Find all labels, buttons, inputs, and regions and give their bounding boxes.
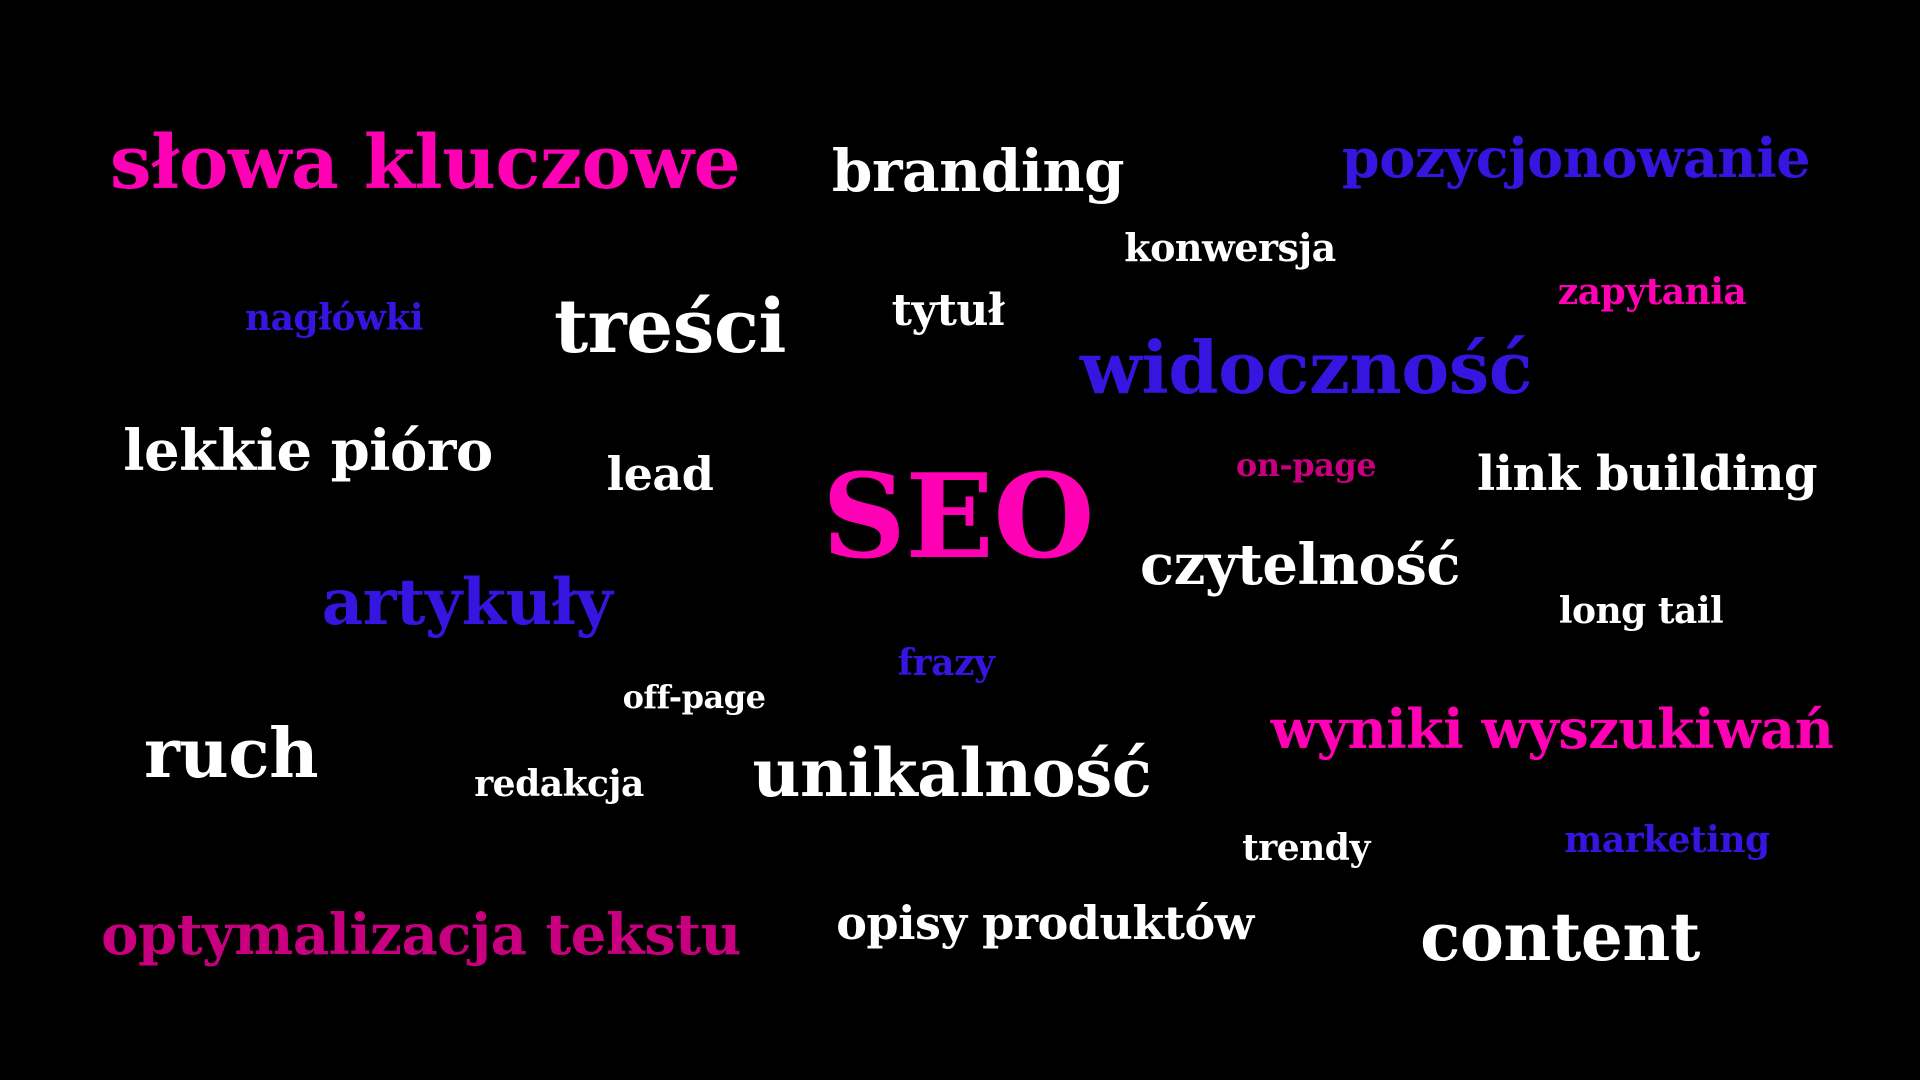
word-seo: SEO — [822, 449, 1094, 585]
word-frazy: frazy — [897, 642, 995, 684]
word-widocznosc: widoczność — [1079, 325, 1533, 410]
word-link-building: link building — [1476, 446, 1818, 502]
word-optymalizacja-tekstu: optymalizacja tekstu — [101, 902, 741, 968]
word-lead: lead — [606, 447, 714, 501]
word-opisy-produktow: opisy produktów — [836, 896, 1254, 950]
word-zapytania: zapytania — [1557, 271, 1747, 313]
word-off-page: off-page — [622, 678, 766, 716]
word-slowa-kluczowe: słowa kluczowe — [109, 120, 741, 206]
word-ruch: ruch — [143, 714, 319, 794]
word-lekkie-pioro: lekkie pióro — [123, 418, 493, 484]
word-czytelnosc: czytelność — [1140, 532, 1460, 598]
word-on-page: on-page — [1235, 446, 1377, 484]
word-content: content — [1420, 898, 1700, 976]
word-long-tail: long tail — [1558, 590, 1724, 632]
word-naglowki: nagłówki — [244, 297, 424, 339]
word-artykuly: artykuły — [321, 565, 613, 640]
word-tytul: tytuł — [891, 285, 1005, 336]
word-redakcja: redakcja — [474, 763, 644, 805]
word-konwersja: konwersja — [1124, 225, 1336, 270]
word-unikalnosc: unikalność — [752, 734, 1152, 812]
word-trendy: trendy — [1242, 827, 1370, 869]
word-marketing: marketing — [1564, 819, 1770, 861]
word-tresci: treści — [553, 284, 787, 370]
word-pozycjonowanie: pozycjonowanie — [1341, 126, 1811, 190]
word-wyniki-wyszukiwan: wyniki wyszukiwań — [1270, 697, 1834, 761]
word-branding: branding — [831, 137, 1125, 205]
